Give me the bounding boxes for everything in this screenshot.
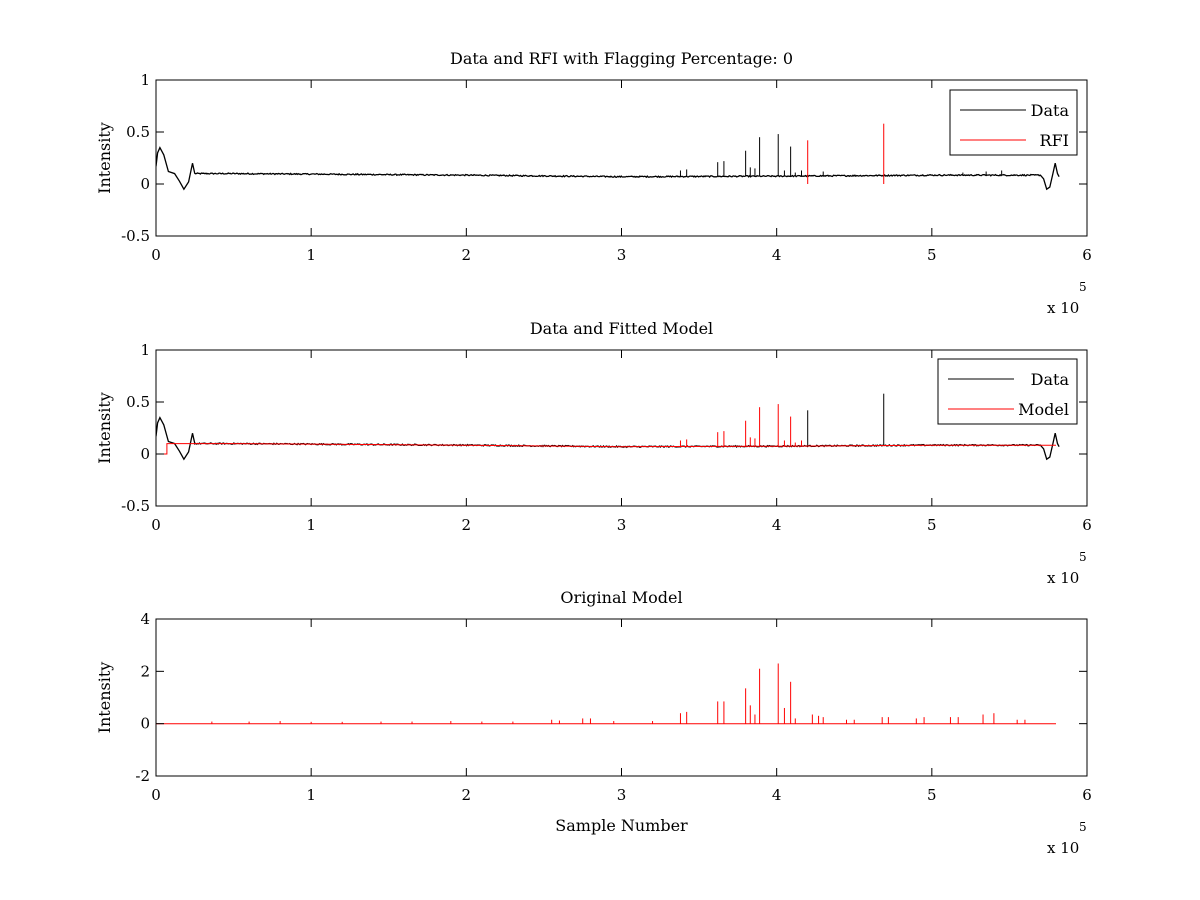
- x-tick-label: 4: [772, 246, 782, 264]
- axes-frame: [155, 349, 1088, 507]
- axes-frame: [155, 618, 1088, 777]
- x-exponent-power: 5: [1079, 280, 1087, 294]
- plot-area: [156, 123, 1060, 191]
- y-tick-label: 0: [140, 445, 150, 463]
- y-tick-label: 0.5: [126, 123, 150, 141]
- plot-area: [156, 393, 1060, 461]
- x-axis-label: Sample Number: [555, 816, 688, 835]
- series-rfi: [807, 123, 885, 184]
- x-tick-label: 0: [151, 516, 161, 534]
- y-tick-label: 4: [140, 610, 150, 628]
- x-tick-label: 5: [927, 246, 937, 264]
- series-data: [156, 134, 1060, 191]
- legend: Data Model: [937, 358, 1078, 425]
- x-tick-label: 6: [1082, 786, 1092, 804]
- y-tick-label: -2: [135, 767, 150, 785]
- x-tick-label: 1: [306, 786, 316, 804]
- x-exponent-power: 5: [1079, 820, 1087, 834]
- y-axis-label: Intensity: [95, 392, 114, 464]
- series-model: [156, 404, 1056, 455]
- x-tick-label: 6: [1082, 516, 1092, 534]
- x-tick-label: 3: [617, 786, 627, 804]
- legend-entry: Data: [1031, 370, 1070, 389]
- chart-title: Data and RFI with Flagging Percentage: 0: [450, 49, 793, 68]
- x-tick-label: 4: [772, 516, 782, 534]
- y-tick-label: 1: [140, 341, 150, 359]
- y-tick-label: 1: [140, 71, 150, 89]
- plot-area: [156, 663, 1056, 725]
- x-tick-label: 6: [1082, 246, 1092, 264]
- x-exponent-power: 5: [1079, 550, 1087, 564]
- x-tick-label: 1: [306, 246, 316, 264]
- x-tick-label: 0: [151, 246, 161, 264]
- series-line: [156, 443, 1056, 455]
- y-tick-label: 0.5: [126, 393, 150, 411]
- y-tick-label: 0: [140, 715, 150, 733]
- y-tick-label: 0: [140, 175, 150, 193]
- chart-title: Data and Fitted Model: [530, 319, 713, 338]
- x-tick-label: 0: [151, 786, 161, 804]
- x-tick-label: 4: [772, 786, 782, 804]
- legend-box: [937, 358, 1078, 425]
- legend-box: [949, 89, 1078, 156]
- x-tick-label: 2: [462, 516, 472, 534]
- legend-entry: Data: [1031, 101, 1070, 120]
- x-exponent-label: x 10: [1047, 299, 1079, 317]
- y-axis-label: Intensity: [95, 122, 114, 194]
- x-tick-label: 2: [462, 786, 472, 804]
- axes-frame: [155, 79, 1088, 237]
- x-exponent-label: x 10: [1047, 839, 1079, 857]
- x-tick-label: 3: [617, 516, 627, 534]
- x-tick-label: 3: [617, 246, 627, 264]
- x-exponent-label: x 10: [1047, 569, 1079, 587]
- series-model: [156, 663, 1056, 725]
- x-tick-label: 2: [462, 246, 472, 264]
- x-tick-label: 1: [306, 516, 316, 534]
- chart-title: Original Model: [560, 588, 682, 607]
- x-tick-label: 5: [927, 516, 937, 534]
- x-tick-label: 5: [927, 786, 937, 804]
- legend-entry: RFI: [1040, 131, 1069, 150]
- legend-entry: Model: [1018, 400, 1069, 419]
- legend: Data RFI: [949, 89, 1078, 156]
- y-axis-label: Intensity: [95, 662, 114, 734]
- y-tick-label: -0.5: [121, 497, 150, 515]
- y-tick-label: 2: [140, 662, 150, 680]
- y-tick-label: -0.5: [121, 227, 150, 245]
- series-line: [156, 146, 1060, 191]
